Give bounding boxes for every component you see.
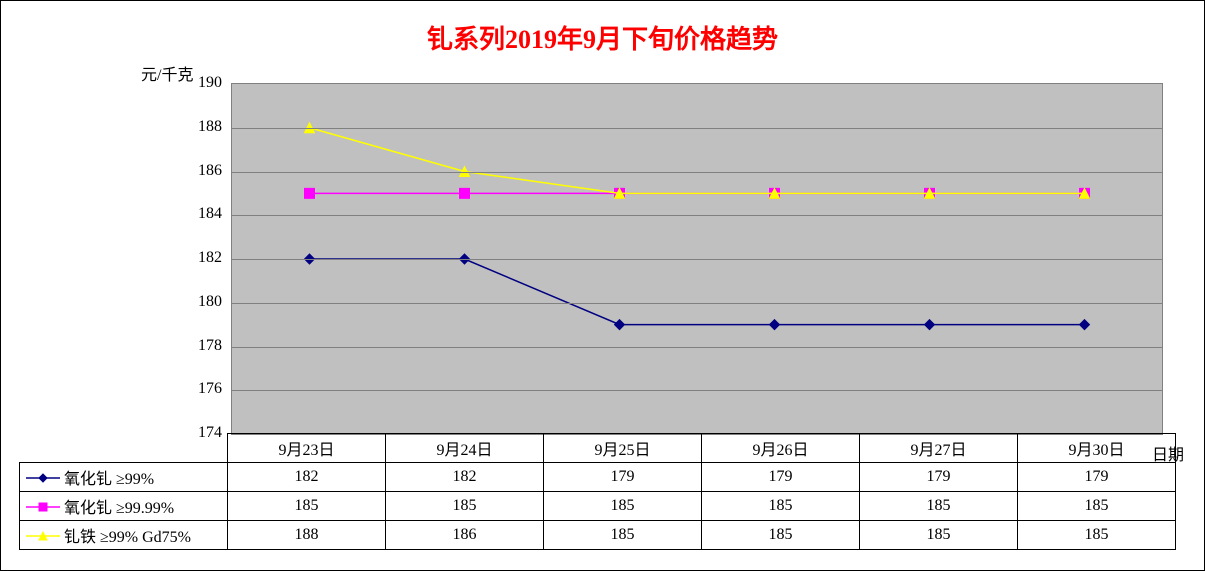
data-cell: 179 [544,463,702,492]
date-header: 9月26日 [702,434,860,463]
data-cell: 185 [860,521,1018,550]
ytick-label: 180 [182,293,222,311]
data-cell: 185 [702,492,860,521]
table-row: 氧化钆 ≥99%182182179179179179 [20,463,1176,492]
data-marker [615,320,625,330]
data-table: 9月23日9月24日9月25日9月26日9月27日9月30日 氧化钆 ≥99% 1… [19,433,1176,550]
plot-area [231,83,1163,435]
data-cell: 185 [228,492,386,521]
table-row: 钆铁 ≥99% Gd75%188186185185185185 [20,521,1176,550]
date-header: 9月23日 [228,434,386,463]
gridline [232,390,1162,391]
series-line [310,128,1085,194]
data-cell: 179 [702,463,860,492]
gridline [232,347,1162,348]
gridline [232,303,1162,304]
data-cell: 179 [860,463,1018,492]
legend-label: 钆铁 ≥99% Gd75% [60,529,191,546]
legend-cell: 钆铁 ≥99% Gd75% [20,521,228,550]
legend-label: 氧化钆 ≥99% [60,471,154,488]
gridline [232,172,1162,173]
gridline [232,128,1162,129]
data-cell: 185 [860,492,1018,521]
date-header: 9月27日 [860,434,1018,463]
data-marker [1080,320,1090,330]
series-line [310,259,1085,325]
ytick-label: 190 [182,74,222,92]
chart-title: 钆系列2019年9月下旬价格趋势 [1,19,1204,56]
ytick-label: 184 [182,205,222,223]
chart-container: 钆系列2019年9月下旬价格趋势 元/千克 日期 9月23日9月24日9月25日… [0,0,1205,571]
data-cell: 185 [702,521,860,550]
data-cell: 188 [228,521,386,550]
data-cell: 185 [386,492,544,521]
data-marker [770,320,780,330]
data-cell: 185 [544,521,702,550]
data-cell: 185 [544,492,702,521]
data-marker [460,188,470,198]
data-cell: 179 [1018,463,1176,492]
ytick-label: 176 [182,380,222,398]
data-cell: 182 [386,463,544,492]
data-cell: 185 [1018,492,1176,521]
data-cell: 186 [386,521,544,550]
legend-cell: 氧化钆 ≥99% [20,463,228,492]
ytick-label: 174 [182,424,222,442]
legend-label: 氧化钆 ≥99.99% [60,500,174,517]
date-header: 9月24日 [386,434,544,463]
legend-cell: 氧化钆 ≥99.99% [20,492,228,521]
ytick-label: 186 [182,162,222,180]
ytick-label: 182 [182,249,222,267]
data-marker [305,188,315,198]
date-header: 9月25日 [544,434,702,463]
data-cell: 182 [228,463,386,492]
ytick-label: 188 [182,118,222,136]
gridline [232,215,1162,216]
date-header: 9月30日 [1018,434,1176,463]
data-marker [925,320,935,330]
data-cell: 185 [1018,521,1176,550]
gridline [232,259,1162,260]
table-row: 氧化钆 ≥99.99%185185185185185185 [20,492,1176,521]
ytick-label: 178 [182,337,222,355]
